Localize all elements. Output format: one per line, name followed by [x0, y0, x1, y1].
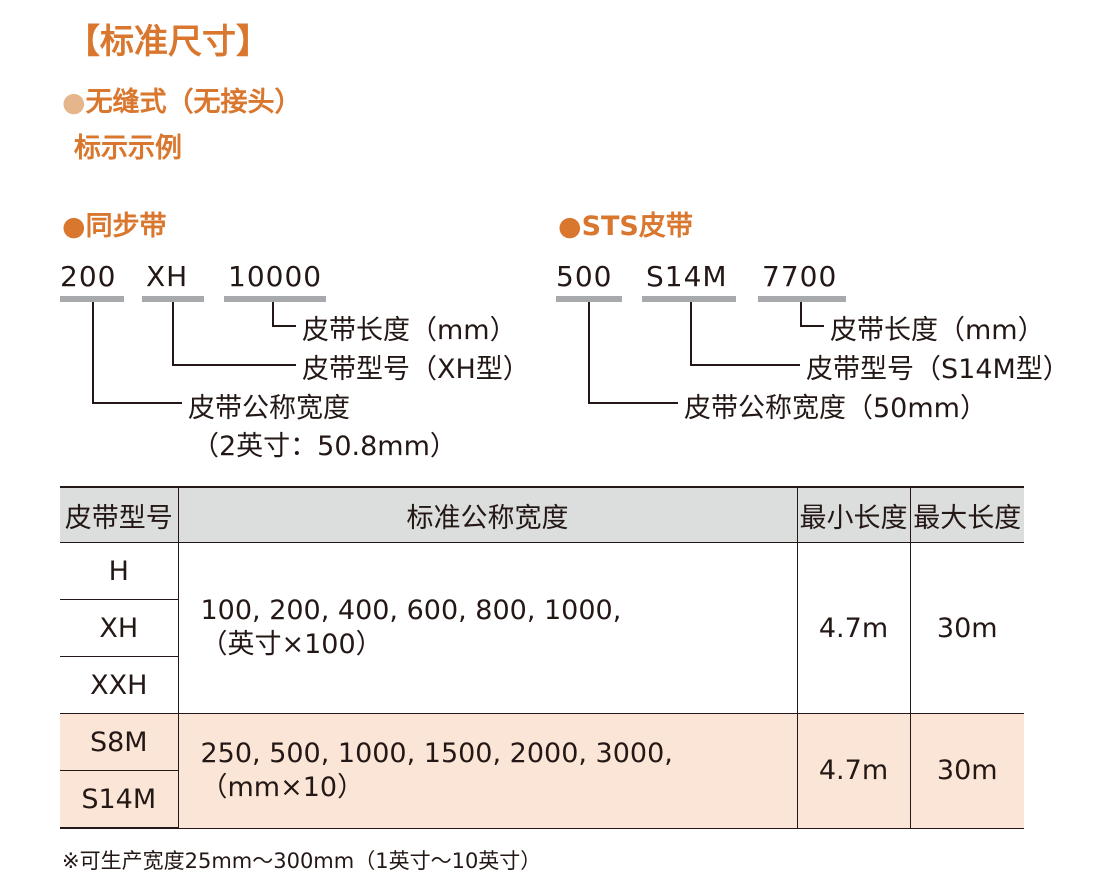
- belt-type-cell: XXH: [60, 656, 178, 714]
- sync-length-leader-h: [272, 325, 296, 327]
- sts-type-leader-h: [690, 364, 800, 366]
- sts-code-type: S14M: [646, 260, 728, 293]
- sts-example-heading: ●STS皮带: [558, 204, 693, 243]
- min-length-cell: 4.7m: [796, 542, 911, 714]
- footnote: ※可生产宽度25mm～300mm（1英寸～10英寸）: [62, 849, 542, 873]
- subtitle: ●无缝式（无接头）: [62, 80, 302, 119]
- sts-width-underline: [556, 296, 622, 302]
- sync-code-length: 10000: [228, 260, 323, 293]
- width-values-unit: （英寸×100）: [200, 629, 383, 660]
- sts-type-underline: [642, 296, 736, 302]
- sync-type-leader-h: [172, 364, 296, 366]
- width-values-cell: 250, 500, 1000, 1500, 2000, 3000, （mm×10…: [177, 713, 798, 829]
- sts-length-leader-h: [800, 325, 824, 327]
- bullet-dot-icon: ●: [558, 211, 582, 242]
- sync-label-width: 皮带公称宽度: [188, 393, 350, 424]
- table-row: S14M: [60, 770, 1024, 829]
- sts-label-width: 皮带公称宽度（50mm）: [684, 393, 987, 424]
- min-length-cell: 4.7m: [796, 713, 911, 829]
- subtitle-text: 无缝式（无接头）: [85, 87, 302, 118]
- header-max-length: 最大长度: [909, 486, 1024, 543]
- sync-label-type: 皮带型号（XH型）: [302, 354, 530, 385]
- sync-label-length: 皮带长度（mm）: [302, 315, 517, 346]
- bullet-dot-icon: ●: [62, 87, 86, 118]
- table-row: XH: [60, 599, 1024, 657]
- sync-type-leader-v: [172, 302, 174, 365]
- page-title: 【标准尺寸】: [66, 22, 270, 62]
- sts-code-length: 7700: [762, 260, 838, 293]
- belt-type-cell: S8M: [60, 713, 179, 771]
- sts-length-underline: [758, 296, 846, 302]
- header-standard-width: 标准公称宽度: [177, 486, 798, 543]
- sync-code-width: 200: [60, 260, 117, 293]
- width-values-line: 250, 500, 1000, 1500, 2000, 3000,: [200, 737, 673, 769]
- standard-size-table: 皮带型号 标准公称宽度 最小长度 最大长度 H 100, 200, 400, 6…: [60, 486, 1024, 829]
- bullet-dot-icon: ●: [62, 211, 86, 242]
- sync-label-width-note: （2英寸：50.8mm）: [192, 431, 457, 462]
- sync-code-type: XH: [146, 260, 189, 293]
- sts-label-type: 皮带型号（S14M型）: [806, 354, 1070, 385]
- sts-label-length: 皮带长度（mm）: [830, 315, 1045, 346]
- sts-heading-text: STS皮带: [581, 211, 693, 242]
- belt-type-cell: S14M: [60, 770, 178, 829]
- width-values-unit: （mm×10）: [200, 771, 365, 803]
- example-heading: 标示示例: [74, 133, 182, 164]
- sync-type-underline: [142, 296, 204, 302]
- table-row: H 100, 200, 400, 600, 800, 1000, （英寸×100…: [60, 542, 1024, 714]
- table-header-row: 皮带型号 标准公称宽度 最小长度 最大长度: [60, 486, 1024, 543]
- sts-width-leader-h: [588, 402, 678, 404]
- max-length-cell: 30m: [909, 542, 1024, 714]
- belt-type-cell: XH: [60, 599, 178, 657]
- sync-example-heading: ●同步带: [62, 204, 167, 243]
- sts-length-leader-v: [800, 302, 802, 326]
- sync-length-leader-v: [272, 302, 274, 326]
- sts-code-width: 500: [556, 260, 613, 293]
- table-row: XXH: [60, 656, 1024, 714]
- sts-type-leader-v: [690, 302, 692, 365]
- table-row: S8M 250, 500, 1000, 1500, 2000, 3000, （m…: [60, 713, 1024, 829]
- sync-length-underline: [224, 296, 326, 302]
- belt-type-cell: H: [60, 542, 179, 600]
- sync-width-underline: [60, 296, 124, 302]
- sync-width-leader-h: [92, 402, 182, 404]
- width-values-cell: 100, 200, 400, 600, 800, 1000, （英寸×100）: [177, 542, 798, 714]
- width-values-line: 100, 200, 400, 600, 800, 1000,: [200, 595, 622, 626]
- header-belt-type: 皮带型号: [60, 486, 179, 543]
- sync-heading-text: 同步带: [85, 211, 167, 242]
- sync-width-leader-v: [92, 302, 94, 403]
- sts-width-leader-v: [588, 302, 590, 403]
- header-min-length: 最小长度: [796, 486, 911, 543]
- max-length-cell: 30m: [909, 713, 1024, 829]
